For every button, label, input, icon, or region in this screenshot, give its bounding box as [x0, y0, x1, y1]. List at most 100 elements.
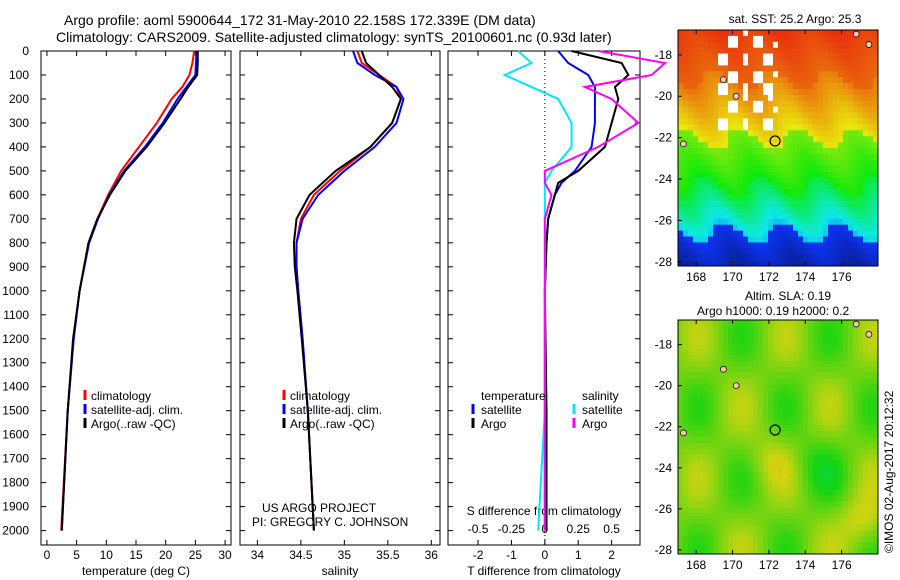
map-cell	[863, 337, 869, 344]
map-cell	[783, 431, 789, 438]
map-cell	[708, 136, 714, 143]
map-cell	[693, 384, 699, 391]
map-cell	[828, 442, 834, 450]
map-cell	[703, 77, 709, 84]
map-cell	[718, 536, 724, 543]
map-cell	[808, 384, 814, 391]
map-cell	[823, 448, 829, 455]
map-cell	[773, 437, 779, 444]
map-cell	[788, 366, 794, 373]
map-cell	[683, 71, 689, 78]
map-cell	[758, 224, 764, 231]
map-cell	[683, 130, 689, 137]
map-cell	[843, 153, 849, 161]
map-cell	[733, 65, 739, 72]
map-cell	[853, 171, 859, 178]
map-cell	[713, 477, 719, 485]
map-cell	[708, 159, 714, 166]
map-cell	[678, 349, 684, 356]
map-cell	[818, 53, 824, 60]
map-cell	[738, 201, 744, 208]
map-cell	[828, 372, 834, 379]
map-cell	[828, 331, 834, 338]
map-cell	[843, 507, 849, 514]
map-cell	[688, 159, 694, 166]
map-cell	[748, 477, 754, 485]
map-cell	[813, 124, 819, 131]
map-cell	[683, 148, 689, 155]
map-cell	[783, 94, 789, 102]
map-cell	[698, 195, 704, 202]
map-cell	[703, 431, 709, 438]
map-cell	[818, 89, 824, 96]
map-cell	[763, 536, 769, 543]
map-cell	[718, 100, 724, 107]
map-cell	[783, 236, 789, 243]
map-cell	[833, 536, 839, 543]
map-cell	[828, 401, 834, 409]
map-cell	[733, 165, 739, 172]
map-cell	[823, 159, 829, 166]
map-cell	[773, 118, 779, 125]
map-cell	[728, 477, 734, 485]
map-cell	[688, 413, 694, 420]
map-cell	[718, 177, 724, 184]
map-cell	[693, 378, 699, 385]
map-cell	[693, 218, 699, 225]
map-cell	[788, 254, 794, 261]
map-cell	[763, 530, 769, 537]
map-cell	[833, 477, 839, 485]
map-cell	[813, 366, 819, 373]
map-cell	[843, 177, 849, 184]
map-cell	[743, 407, 749, 414]
map-cell	[773, 419, 779, 426]
map-cell	[778, 325, 784, 333]
map-cell	[693, 437, 699, 444]
map-cell	[813, 260, 819, 267]
map-cell	[858, 30, 864, 37]
map-cell	[743, 501, 749, 508]
map-cell	[868, 378, 874, 385]
sst-map-title: sat. SST: 25.2 Argo: 25.3	[729, 12, 862, 26]
map-cell	[843, 366, 849, 373]
map-cell	[678, 189, 684, 196]
map-cell	[683, 378, 689, 385]
map-cell	[798, 71, 804, 78]
map-cell	[723, 349, 729, 356]
map-cell	[738, 130, 744, 137]
map-cell	[793, 254, 799, 261]
map-cell	[703, 148, 709, 155]
map-cell	[783, 396, 789, 403]
map-cell	[818, 507, 824, 514]
map-cell	[723, 177, 729, 184]
map-cell	[823, 384, 829, 391]
map-cell	[688, 355, 694, 362]
map-cell	[798, 53, 804, 60]
map-cell	[703, 530, 709, 537]
argo-position-marker	[769, 135, 781, 147]
map-cell	[718, 30, 724, 37]
map-cell	[853, 183, 859, 190]
map-cell	[843, 142, 849, 149]
map-cell	[758, 41, 764, 48]
map-cell	[743, 59, 749, 66]
map-cell	[848, 483, 854, 490]
map-cell	[873, 30, 879, 37]
map-cell	[798, 106, 804, 113]
map-cell	[868, 89, 874, 96]
map-cell	[693, 124, 699, 131]
map-cell	[693, 331, 699, 338]
legend-label: climatology	[91, 389, 151, 403]
map-cell	[863, 425, 869, 432]
map-cell	[848, 106, 854, 113]
map-cell	[723, 224, 729, 231]
map-cell	[718, 530, 724, 537]
map-cell	[753, 390, 759, 397]
map-cell	[823, 548, 829, 555]
map-cell	[698, 378, 704, 385]
map-cell	[868, 248, 874, 255]
map-cell	[698, 437, 704, 444]
map-cell	[738, 425, 744, 432]
map-cell	[858, 518, 864, 526]
map-cell	[693, 448, 699, 455]
